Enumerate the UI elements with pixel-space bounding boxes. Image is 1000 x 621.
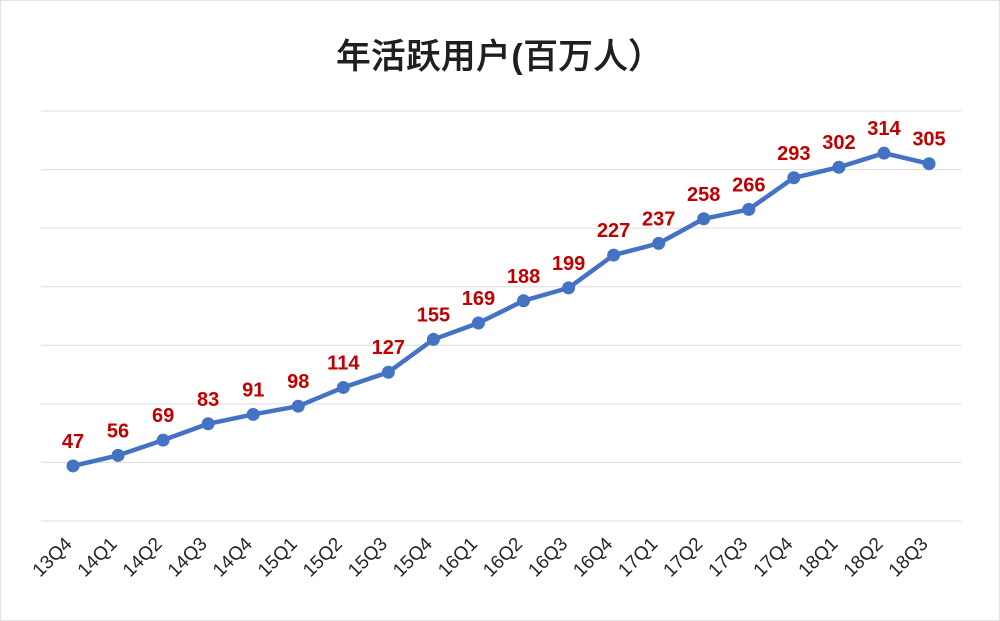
x-axis-tick-label: 17Q1 [615,534,663,582]
x-axis-tick-label: 15Q3 [344,534,392,582]
data-label: 69 [152,405,174,427]
data-point [66,459,80,473]
x-axis-tick-label: 14Q2 [119,534,167,582]
data-label: 56 [107,420,129,442]
data-label: 302 [822,132,855,154]
data-point [246,407,260,421]
x-axis-tick-label: 18Q2 [840,534,888,582]
data-point [607,248,621,262]
x-axis-tick-label: 16Q4 [569,533,617,581]
data-point [426,332,440,346]
x-axis-tick-label: 14Q4 [209,533,257,581]
data-label: 258 [687,184,720,206]
data-label: 227 [597,220,630,242]
data-label: 83 [197,389,219,411]
data-label: 127 [372,337,405,359]
data-line [70,150,932,469]
data-label: 169 [462,288,495,310]
x-axis-tick-label: 17Q2 [660,534,708,582]
data-label: 155 [417,304,450,326]
chart-title: 年活跃用户(百万人） [336,38,664,76]
x-axis-tick-label: 18Q3 [885,534,933,582]
data-label: 305 [912,129,945,151]
x-axis-tick-label: 13Q4 [29,533,77,581]
data-label: 199 [552,253,585,275]
x-axis-tick-label: 15Q4 [389,533,437,581]
data-label: 188 [507,266,540,288]
data-label: 114 [327,352,360,374]
data-point [832,160,846,174]
data-label: 237 [642,208,675,230]
data-point [652,236,666,250]
x-axis-tick-label: 16Q1 [434,534,482,582]
x-axis-tick-label: 18Q1 [795,534,843,582]
data-point [156,433,170,447]
data-point [471,316,485,330]
x-axis-tick-label: 15Q2 [299,534,347,582]
x-axis-tick-label: 14Q1 [74,534,122,582]
data-point [291,399,305,413]
data-label: 47 [62,431,84,453]
data-point [922,157,936,171]
data-label: 293 [777,143,810,165]
data-point [877,146,891,160]
data-point [336,380,350,394]
data-point [201,417,215,431]
data-point [111,448,125,462]
x-axis-tick-label: 14Q3 [164,534,212,582]
x-axis-tick-label: 15Q1 [254,534,302,582]
x-axis-tick-label: 17Q4 [750,533,798,581]
x-axis-tick-label: 16Q3 [524,534,572,582]
data-point [562,281,576,295]
data-point [697,212,711,226]
data-label: 98 [287,371,309,393]
data-point [742,202,756,216]
data-point [787,171,801,185]
data-point [381,365,395,379]
data-label: 266 [732,174,765,196]
data-label: 314 [867,118,901,140]
x-axis-tick-label: 16Q2 [479,534,527,582]
x-axis-tick-label: 17Q3 [705,534,753,582]
data-point [517,294,531,308]
data-label: 91 [242,379,264,401]
